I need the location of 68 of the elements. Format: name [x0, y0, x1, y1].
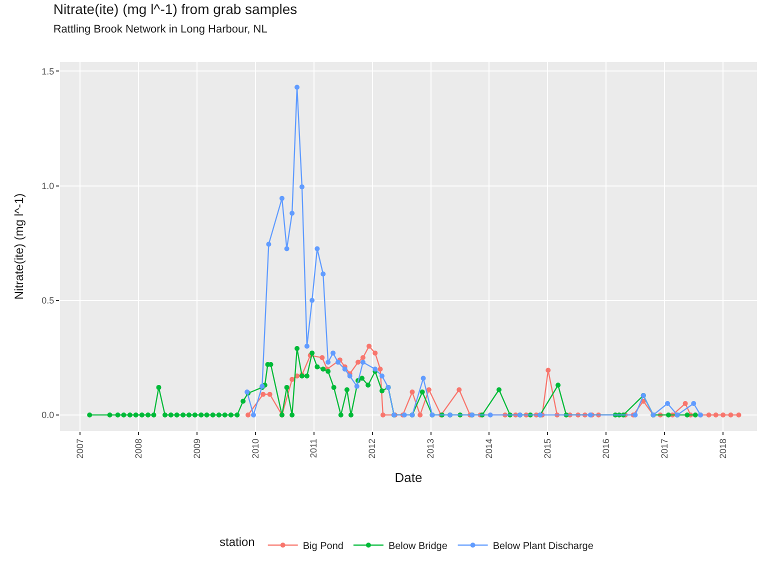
chart-title: Nitrate(ite) (mg l^-1) from grab samples — [53, 1, 298, 18]
x-tick-label: 2008 — [133, 438, 144, 459]
point — [488, 412, 493, 418]
point — [251, 412, 256, 418]
legend-label: Below Bridge — [388, 541, 448, 552]
point — [360, 355, 366, 360]
x-tick-label: 2010 — [250, 438, 260, 459]
legend-label: Big Pond — [302, 541, 344, 552]
point — [299, 184, 304, 190]
point — [354, 384, 360, 389]
x-tick-label: 2009 — [192, 438, 202, 459]
x-tick-label: 2007 — [74, 438, 85, 459]
y-axis-title: Nitrate(ite) (mg l^-1) — [12, 193, 26, 300]
point — [736, 412, 742, 418]
point — [546, 368, 551, 373]
point — [290, 376, 295, 382]
y-tick-label: 1.0 — [42, 180, 54, 191]
x-tick-label: 2018 — [718, 438, 728, 459]
point — [342, 366, 348, 372]
point — [267, 392, 272, 397]
point — [682, 401, 688, 406]
point — [426, 387, 432, 392]
point — [279, 196, 284, 201]
y-tick-label: 1.5 — [42, 66, 54, 76]
point — [665, 401, 670, 406]
point — [260, 392, 266, 397]
point — [720, 412, 726, 418]
x-tick-label: 2012 — [367, 438, 378, 459]
point — [310, 298, 315, 303]
y-tick-label: 0.0 — [42, 410, 54, 420]
x-tick-label: 2011 — [308, 438, 319, 458]
point — [294, 84, 300, 90]
point — [290, 210, 295, 216]
point — [418, 412, 423, 418]
x-tick-label: 2017 — [660, 438, 670, 459]
point — [691, 401, 696, 406]
point — [410, 390, 415, 395]
x-axis-title: Date — [394, 470, 422, 486]
y-tick-label: 0.5 — [42, 296, 54, 306]
point — [706, 412, 712, 418]
x-tick-label: 2016 — [601, 438, 612, 459]
point — [456, 387, 462, 392]
point — [366, 344, 372, 349]
point — [713, 412, 718, 418]
x-tick-label: 2014 — [484, 438, 494, 459]
x-tick-label: 2015 — [542, 438, 553, 459]
point — [728, 412, 734, 418]
point — [330, 350, 336, 356]
point — [320, 272, 326, 276]
point — [246, 412, 251, 418]
legend-label: Below Plant Discharge — [492, 541, 594, 552]
point — [326, 360, 331, 365]
legend-title: station — [220, 535, 255, 550]
point — [380, 412, 386, 418]
point — [284, 246, 290, 252]
point — [378, 366, 383, 372]
point — [314, 246, 320, 252]
x-tick-label: 2013 — [426, 438, 436, 459]
point — [320, 355, 325, 360]
point — [266, 242, 272, 247]
point — [356, 360, 361, 365]
point — [336, 360, 340, 365]
point — [372, 350, 378, 356]
point — [360, 360, 366, 365]
point — [380, 373, 385, 378]
chart-subtitle: Rattling Brook Network in Long Harbour, NL — [53, 23, 268, 36]
point — [420, 376, 426, 381]
point — [304, 344, 310, 349]
